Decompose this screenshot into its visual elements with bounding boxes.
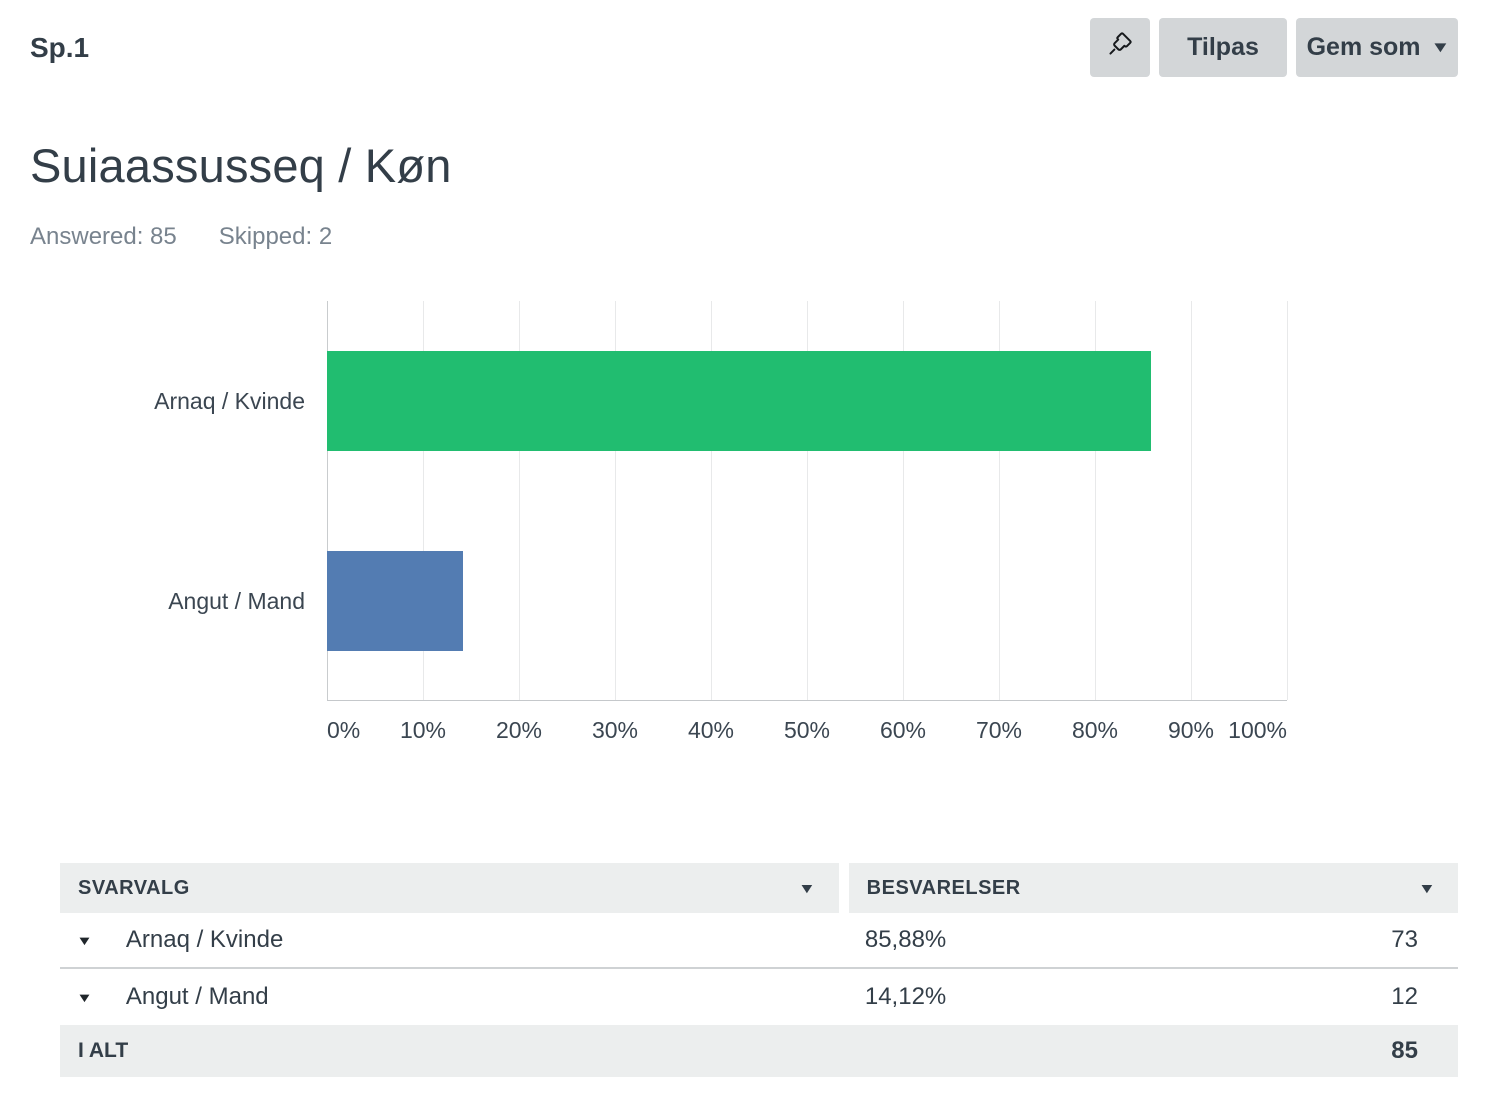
gridline <box>807 301 808 700</box>
axis-tick-label: 50% <box>783 717 831 743</box>
count-value: 12 <box>1391 983 1418 1010</box>
answered-count: Answered: 85 <box>30 223 177 250</box>
axis-tick-label: 60% <box>879 717 927 743</box>
category-label: Angut / Mand <box>168 587 305 614</box>
save-as-button[interactable]: Gem som ▼ <box>1296 18 1458 77</box>
choice-cell: ▼ Angut / Mand <box>60 983 850 1011</box>
choice-label: Arnaq / Kvinde <box>125 926 284 953</box>
survey-results-page: Sp.1 Tilpas Gem som ▼ Suiaassusseq / Køn <box>30 0 1458 1077</box>
question-number: Sp.1 <box>30 31 90 63</box>
axis-tick-label: 90% <box>1167 717 1215 743</box>
results-table: SVARVALG ▼ BESVARELSER ▼ ▼ Arnaq / Kvind… <box>60 863 1458 1077</box>
axis-tick-label: 70% <box>975 717 1023 743</box>
gridline <box>1191 301 1192 700</box>
axis-tick-label: 100% <box>1228 717 1287 743</box>
gridline <box>615 301 616 700</box>
topbar: Sp.1 Tilpas Gem som ▼ <box>30 0 1458 78</box>
table-row: ▼ Angut / Mand 14,12% 12 <box>60 969 1458 1025</box>
choice-label: Angut / Mand <box>125 983 269 1010</box>
bar-arnaq-kvinde[interactable] <box>327 351 1152 451</box>
gridline <box>711 301 712 700</box>
response-stats: Answered: 85 Skipped: 2 <box>30 223 1458 251</box>
gridline <box>1095 301 1096 700</box>
bar-row <box>327 501 1287 701</box>
pin-button[interactable] <box>1090 18 1150 77</box>
customize-button[interactable]: Tilpas <box>1159 18 1287 77</box>
total-count: 85 <box>1391 1037 1418 1064</box>
gridline <box>519 301 520 700</box>
axis-tick-label: 10% <box>399 717 447 743</box>
percent-value: 85,88% <box>864 926 947 953</box>
column-header-svarvalg[interactable]: SVARVALG ▼ <box>60 863 839 913</box>
table-total-row: I ALT 85 <box>60 1025 1458 1077</box>
sort-caret-icon[interactable]: ▼ <box>1417 880 1437 896</box>
table-header-row: SVARVALG ▼ BESVARELSER ▼ <box>60 863 1458 913</box>
axis-tick-label: 20% <box>495 717 543 743</box>
expand-row-icon[interactable]: ▼ <box>76 932 93 948</box>
values-cell: 14,12% 12 <box>850 983 1458 1011</box>
choice-cell: ▼ Arnaq / Kvinde <box>60 926 850 954</box>
percent-value: 14,12% <box>864 983 947 1010</box>
pin-icon <box>1106 30 1134 65</box>
gridline <box>999 301 1000 700</box>
column-header-label: SVARVALG <box>78 876 190 899</box>
chart-category-labels: Arnaq / Kvinde Angut / Mand <box>30 301 327 701</box>
axis-tick-label: 80% <box>1071 717 1119 743</box>
caret-down-icon: ▼ <box>1429 39 1450 56</box>
expand-row-icon[interactable]: ▼ <box>76 989 93 1005</box>
axis-tick-label: 40% <box>687 717 735 743</box>
topbar-actions: Tilpas Gem som ▼ <box>1090 18 1458 77</box>
bar-row <box>327 301 1287 501</box>
axis-tick-label: 30% <box>591 717 639 743</box>
values-cell: 85,88% 73 <box>850 926 1458 954</box>
count-value: 73 <box>1391 926 1418 953</box>
skipped-count: Skipped: 2 <box>218 223 333 250</box>
gridline <box>423 301 424 700</box>
column-header-besvarelser[interactable]: BESVARELSER ▼ <box>848 863 1458 913</box>
total-label: I ALT <box>78 1039 129 1062</box>
gridline <box>1287 301 1288 700</box>
category-label: Arnaq / Kvinde <box>154 387 305 414</box>
sort-caret-icon[interactable]: ▼ <box>798 880 817 896</box>
bar-chart: Arnaq / Kvinde Angut / Mand <box>30 301 1458 701</box>
customize-button-label: Tilpas <box>1187 33 1259 61</box>
chart-plot-area <box>327 301 1288 701</box>
page-title: Suiaassusseq / Køn <box>30 139 452 192</box>
gridline <box>903 301 904 700</box>
save-as-button-label: Gem som <box>1306 33 1421 61</box>
column-header-label: BESVARELSER <box>866 876 1021 899</box>
x-axis-labels: 0% 10% 20% 30% 40% 50% 60% 70% 80% 90% 1… <box>327 701 1287 757</box>
axis-tick-label: 0% <box>327 717 361 743</box>
table-row: ▼ Arnaq / Kvinde 85,88% 73 <box>60 913 1458 969</box>
bar-angut-mand[interactable] <box>327 551 463 651</box>
gridline <box>327 301 328 700</box>
